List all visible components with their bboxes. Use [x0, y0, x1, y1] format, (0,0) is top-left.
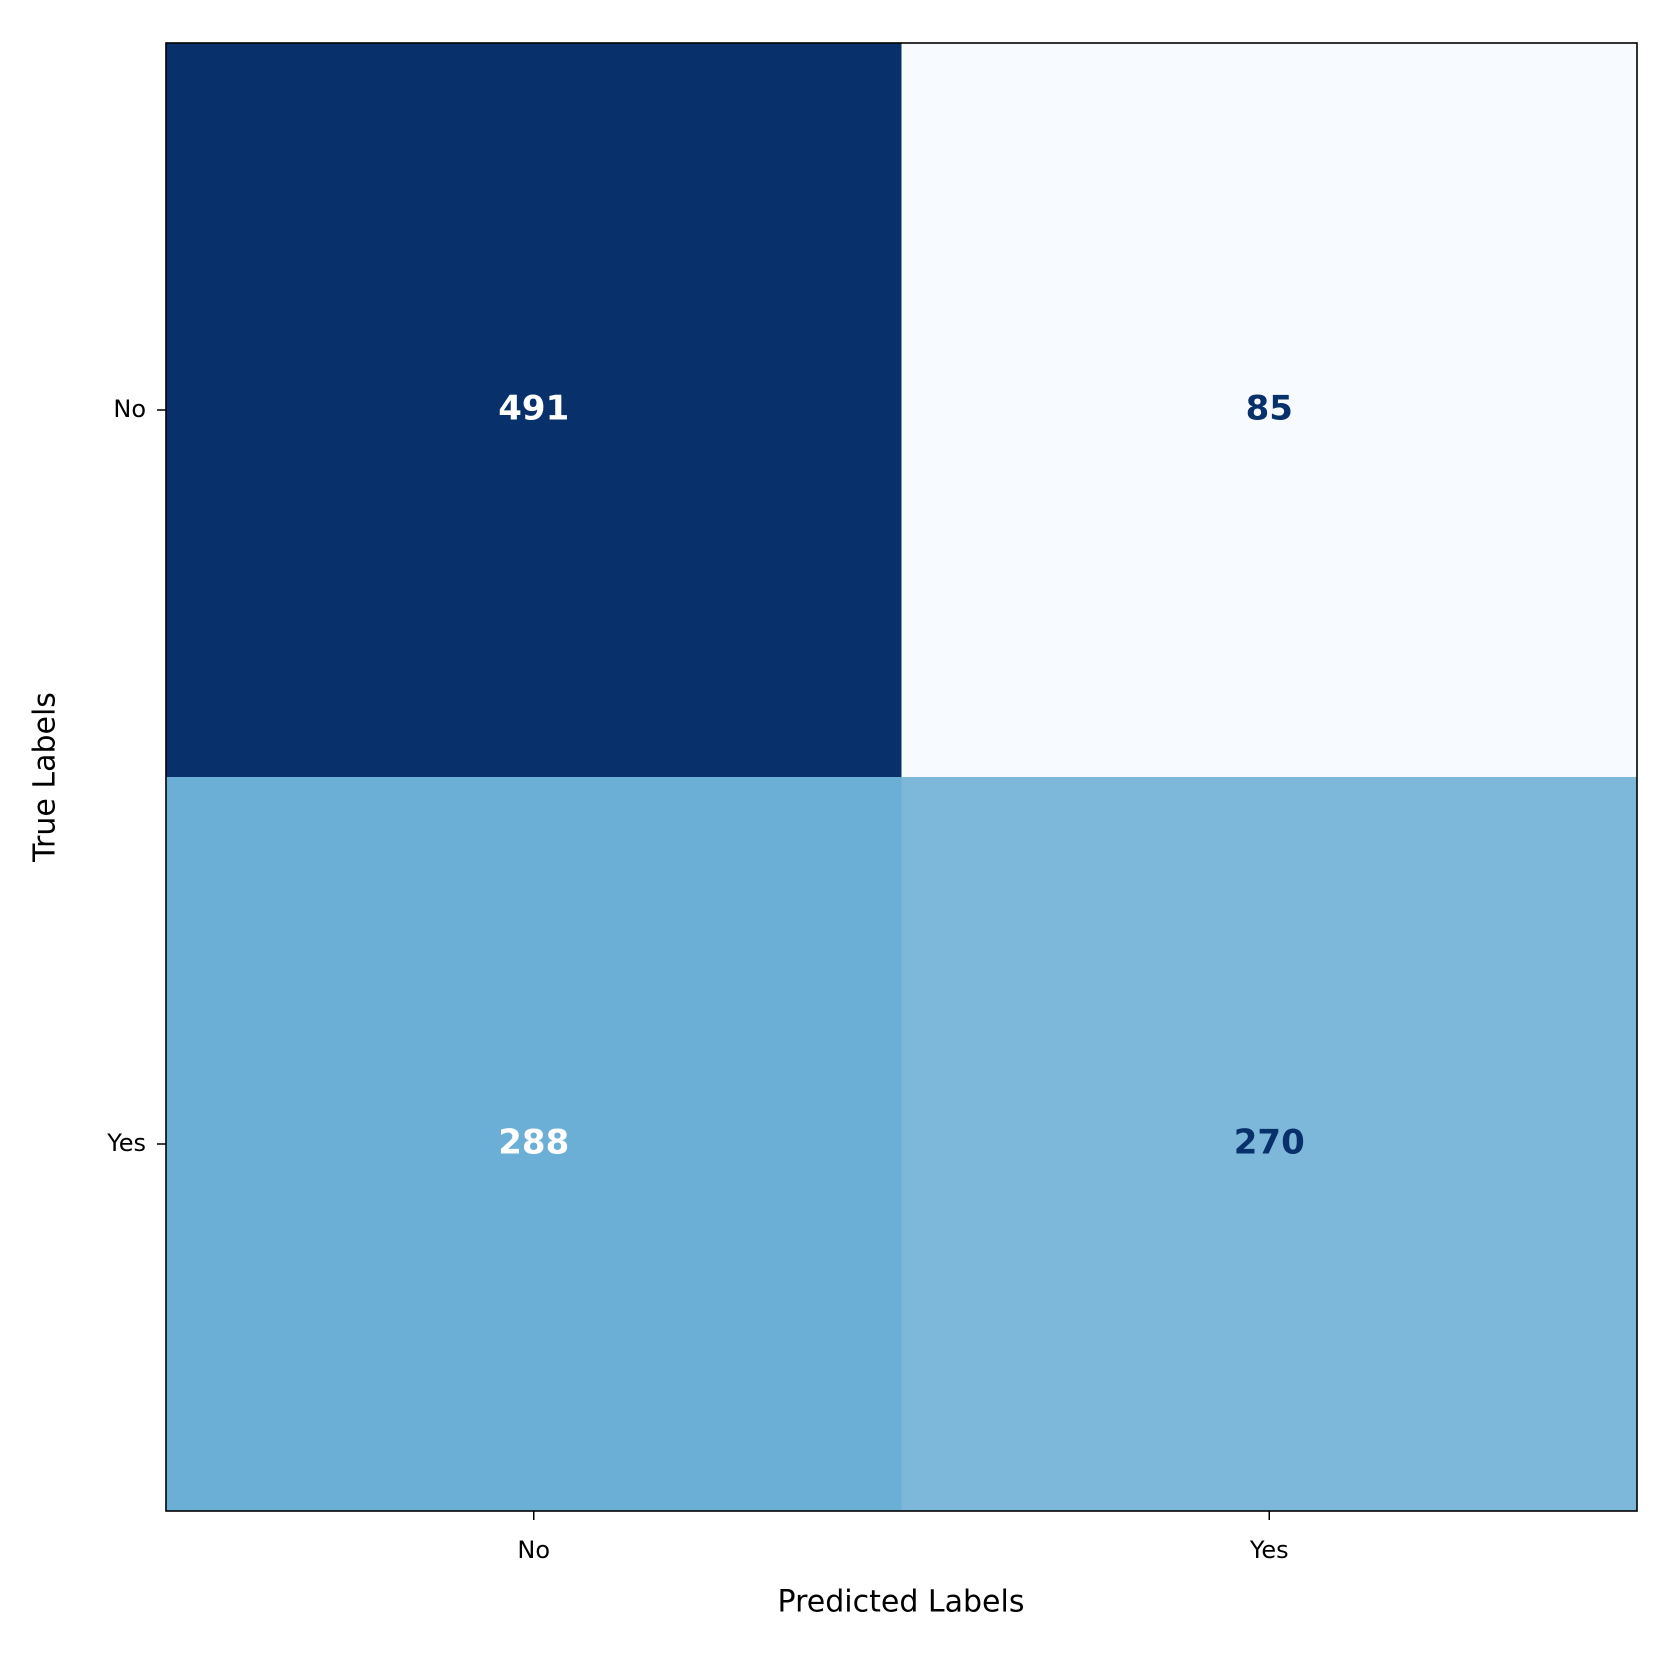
heatmap-cell — [901, 777, 1638, 1512]
x-tick-label: Yes — [1249, 1536, 1289, 1564]
cell-value: 288 — [498, 1123, 569, 1163]
y-tick-label: No — [113, 395, 146, 423]
heatmap-cell — [166, 43, 902, 778]
heatmap-cell — [901, 43, 1638, 778]
x-axis-label: Predicted Labels — [778, 1585, 1025, 1620]
x-tick-label: No — [517, 1536, 550, 1564]
plot-frame — [165, 42, 1638, 1512]
cell-value: 85 — [1246, 389, 1293, 429]
y-axis-label: True Labels — [28, 692, 63, 863]
heatmap-cell — [166, 777, 902, 1512]
y-tick-label: Yes — [106, 1129, 146, 1157]
cell-value: 270 — [1234, 1123, 1305, 1163]
cell-value: 491 — [498, 389, 569, 429]
